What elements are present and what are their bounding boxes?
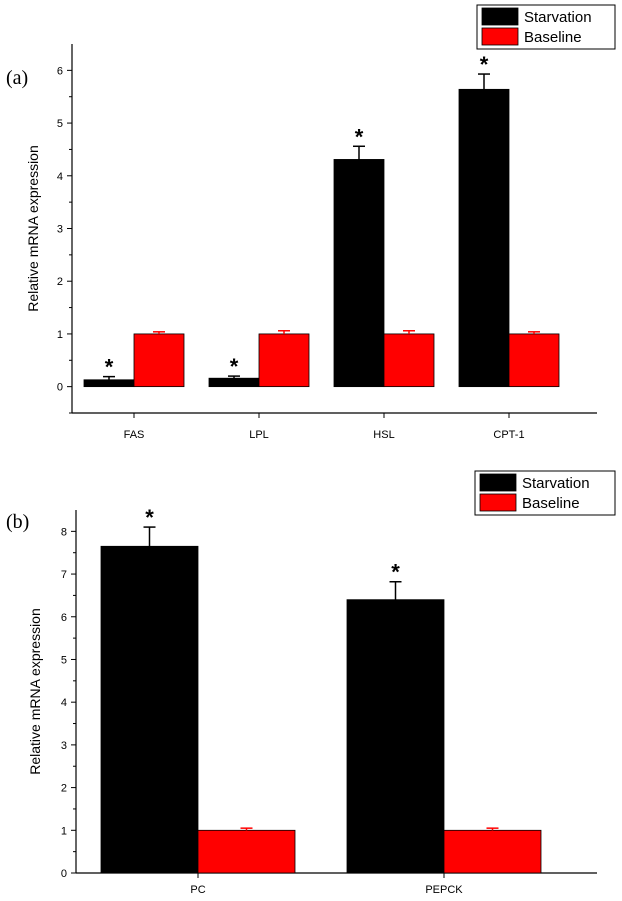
significance-marker: * bbox=[145, 505, 154, 530]
y-tick-label: 5 bbox=[57, 118, 63, 130]
bar-baseline-hsl bbox=[383, 333, 435, 388]
significance-marker: * bbox=[480, 52, 489, 77]
bar-baseline-lpl bbox=[258, 333, 310, 388]
y-axis-label: Relative mRNA expression bbox=[25, 145, 41, 312]
significance-marker: * bbox=[230, 354, 239, 379]
bar-starvation-hsl bbox=[333, 159, 385, 388]
bar-starvation-pepck bbox=[346, 599, 445, 874]
y-tick-label: 1 bbox=[57, 329, 63, 341]
bar-starvation-pc bbox=[100, 545, 199, 874]
x-tick-label: CPT-1 bbox=[493, 429, 524, 441]
legend-label-baseline: Baseline bbox=[522, 495, 580, 512]
x-tick-label: LPL bbox=[249, 429, 269, 441]
legend-swatch-baseline bbox=[479, 493, 517, 512]
bar-baseline-pc bbox=[197, 829, 296, 874]
y-tick-label: 0 bbox=[61, 868, 67, 880]
y-tick-label: 6 bbox=[61, 612, 67, 624]
significance-marker: * bbox=[391, 560, 400, 585]
panel-label: (b) bbox=[6, 511, 29, 533]
y-tick-label: 4 bbox=[57, 171, 63, 183]
legend-label-baseline: Baseline bbox=[524, 29, 582, 46]
legend-swatch-starvation bbox=[481, 7, 519, 26]
bar-starvation-lpl bbox=[208, 377, 260, 388]
y-tick-label: 6 bbox=[57, 65, 63, 77]
bar-baseline-cpt-1 bbox=[508, 333, 560, 388]
bar-baseline-pepck bbox=[443, 829, 542, 874]
chart-panel-a: (a) 0 1 2 3 4 5 6 Relative mRNA expression * FAS * L… bbox=[6, 4, 616, 441]
legend-swatch-starvation bbox=[479, 473, 517, 492]
chart-panel-b: (b) 0 1 2 3 4 5 6 7 8 Relative mRNA expression * PC *… bbox=[6, 470, 616, 896]
y-tick-label: 2 bbox=[61, 783, 67, 795]
bar-starvation-fas bbox=[83, 379, 135, 388]
y-tick-label: 0 bbox=[57, 382, 63, 394]
bar-starvation-cpt-1 bbox=[458, 88, 510, 388]
x-tick-label: HSL bbox=[373, 429, 394, 441]
y-tick-label: 8 bbox=[61, 526, 67, 538]
y-tick-label: 3 bbox=[57, 224, 63, 236]
legend-label-starvation: Starvation bbox=[524, 9, 592, 26]
x-tick-label: PC bbox=[190, 884, 205, 896]
y-tick-label: 7 bbox=[61, 569, 67, 581]
y-tick-label: 3 bbox=[61, 740, 67, 752]
legend-swatch-baseline bbox=[481, 27, 519, 46]
y-tick-label: 4 bbox=[61, 697, 67, 709]
x-tick-label: PEPCK bbox=[425, 884, 463, 896]
significance-marker: * bbox=[105, 355, 114, 380]
y-axis-label: Relative mRNA expression bbox=[27, 608, 43, 775]
x-tick-label: FAS bbox=[124, 429, 145, 441]
bar-baseline-fas bbox=[133, 333, 185, 388]
legend-label-starvation: Starvation bbox=[522, 475, 590, 492]
y-tick-label: 5 bbox=[61, 654, 67, 666]
y-tick-label: 2 bbox=[57, 276, 63, 288]
y-tick-label: 1 bbox=[61, 825, 67, 837]
significance-marker: * bbox=[355, 124, 364, 149]
panel-label: (a) bbox=[6, 67, 28, 89]
